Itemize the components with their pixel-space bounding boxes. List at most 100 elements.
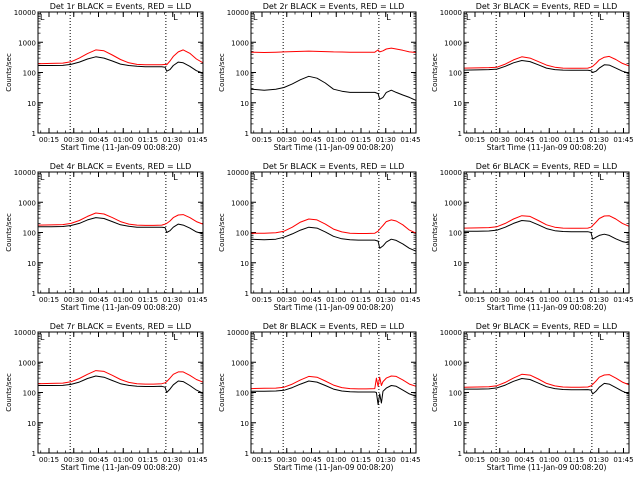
panel-det-4: Det 4r BLACK = Events, RED = LLD 1 10 100 10… bbox=[5, 162, 208, 312]
series-events-line bbox=[251, 380, 416, 405]
series-lld-line bbox=[38, 212, 203, 226]
x-tick-label: 01:30 bbox=[589, 136, 609, 144]
x-tick-label: 01:15 bbox=[564, 296, 584, 304]
y-tick-label: 1000 bbox=[444, 199, 462, 207]
x-tick-label: 01:00 bbox=[113, 296, 133, 304]
x-tick-label: 01:30 bbox=[163, 136, 183, 144]
series-events-line bbox=[251, 226, 416, 252]
flag-marker-left: L bbox=[253, 173, 258, 182]
x-tick-label: 00:45 bbox=[514, 296, 534, 304]
plot-frame bbox=[37, 11, 204, 134]
y-tick-label: 1 bbox=[245, 450, 249, 458]
x-tick-label: 01:15 bbox=[138, 456, 158, 464]
flag-marker-left: L bbox=[253, 333, 258, 342]
y-tick-label: 10 bbox=[453, 260, 462, 268]
x-tick-label: 01:30 bbox=[376, 136, 396, 144]
x-tick-label: 00:45 bbox=[301, 136, 321, 144]
plot-frame bbox=[250, 11, 417, 134]
panel-det-6: Det 6r BLACK = Events, RED = LLD 1 10 100 10… bbox=[431, 162, 634, 312]
y-axis-label: Counts/sec bbox=[5, 213, 13, 252]
y-tick-label: 10000 bbox=[440, 9, 462, 17]
y-tick-label: 10 bbox=[453, 100, 462, 108]
panel-title: Det 6r BLACK = Events, RED = LLD bbox=[476, 162, 618, 171]
y-tick-label: 1000 bbox=[18, 199, 36, 207]
plot-frame bbox=[463, 331, 630, 454]
y-tick-label: 10000 bbox=[14, 9, 36, 17]
y-tick-label: 10 bbox=[240, 260, 249, 268]
y-tick-label: 100 bbox=[23, 230, 36, 238]
flag-marker: L bbox=[386, 13, 391, 22]
flag-marker-left: L bbox=[253, 13, 258, 22]
series-lld-line bbox=[251, 218, 416, 234]
x-axis-label: Start Time (11-Jan-09 00:08:20) bbox=[61, 463, 181, 472]
x-axis-label: Start Time (11-Jan-09 00:08:20) bbox=[487, 303, 607, 312]
plot-frame bbox=[37, 171, 204, 294]
series-events-line bbox=[38, 217, 203, 235]
x-tick-label: 00:30 bbox=[490, 136, 510, 144]
x-tick-label: 00:45 bbox=[88, 296, 108, 304]
flag-marker-left: L bbox=[40, 13, 45, 22]
y-tick-label: 10 bbox=[27, 260, 36, 268]
y-tick-label: 10000 bbox=[227, 329, 249, 337]
panel-det-1: Det 1r BLACK = Events, RED = LLD 1 10 100 10… bbox=[5, 2, 208, 152]
plot-frame bbox=[463, 171, 630, 294]
x-tick-label: 01:30 bbox=[589, 296, 609, 304]
flag-marker: L bbox=[173, 13, 178, 22]
y-axis-label: Counts/sec bbox=[218, 373, 226, 412]
x-tick-label: 01:00 bbox=[539, 456, 559, 464]
series-events-line bbox=[38, 56, 203, 74]
x-tick-label: 01:45 bbox=[400, 456, 420, 464]
x-tick-label: 01:45 bbox=[187, 136, 207, 144]
x-tick-label: 00:30 bbox=[490, 456, 510, 464]
x-tick-label: 01:30 bbox=[163, 296, 183, 304]
y-tick-label: 100 bbox=[449, 70, 462, 78]
x-tick-label: 01:45 bbox=[613, 136, 633, 144]
series-lld-line bbox=[464, 215, 629, 229]
plot-frame bbox=[250, 331, 417, 454]
flag-marker: L bbox=[599, 173, 604, 182]
series-lld-line bbox=[464, 55, 629, 69]
x-axis-label: Start Time (11-Jan-09 00:08:20) bbox=[274, 463, 394, 472]
x-tick-label: 00:30 bbox=[64, 296, 84, 304]
flag-marker-left: L bbox=[40, 333, 45, 342]
y-tick-label: 1 bbox=[458, 130, 462, 138]
x-tick-label: 01:30 bbox=[376, 456, 396, 464]
series-lld-line bbox=[38, 370, 203, 385]
y-tick-label: 10 bbox=[453, 420, 462, 428]
x-tick-label: 00:30 bbox=[277, 136, 297, 144]
y-axis-label: Counts/sec bbox=[218, 53, 226, 92]
flag-marker-left: L bbox=[40, 173, 45, 182]
x-tick-label: 00:15 bbox=[252, 296, 272, 304]
panel-title: Det 1r BLACK = Events, RED = LLD bbox=[50, 2, 192, 11]
plot-frame bbox=[463, 11, 630, 134]
flag-marker: L bbox=[386, 173, 391, 182]
panel-det-3: Det 3r BLACK = Events, RED = LLD 1 10 100 10… bbox=[431, 2, 634, 152]
plot-frame bbox=[37, 331, 204, 454]
x-tick-label: 01:45 bbox=[613, 296, 633, 304]
series-events-line bbox=[464, 378, 629, 395]
x-tick-label: 00:30 bbox=[277, 456, 297, 464]
x-tick-label: 01:00 bbox=[113, 456, 133, 464]
x-tick-label: 01:15 bbox=[138, 296, 158, 304]
panel-title: Det 3r BLACK = Events, RED = LLD bbox=[476, 2, 618, 11]
y-tick-label: 10000 bbox=[14, 329, 36, 337]
y-axis-label: Counts/sec bbox=[431, 213, 439, 252]
y-tick-label: 100 bbox=[23, 70, 36, 78]
x-tick-label: 00:15 bbox=[465, 136, 485, 144]
y-tick-label: 1 bbox=[32, 450, 36, 458]
y-axis-label: Counts/sec bbox=[431, 53, 439, 92]
y-tick-label: 10000 bbox=[227, 169, 249, 177]
x-tick-label: 01:15 bbox=[138, 136, 158, 144]
y-tick-label: 10000 bbox=[440, 169, 462, 177]
x-tick-label: 01:30 bbox=[376, 296, 396, 304]
x-tick-label: 01:00 bbox=[326, 296, 346, 304]
series-lld-line bbox=[251, 375, 416, 390]
x-tick-label: 01:30 bbox=[589, 456, 609, 464]
series-lld-line bbox=[38, 49, 203, 66]
x-axis-label: Start Time (11-Jan-09 00:08:20) bbox=[61, 143, 181, 152]
x-tick-label: 01:00 bbox=[326, 456, 346, 464]
y-axis-label: Counts/sec bbox=[5, 373, 13, 412]
x-tick-label: 01:30 bbox=[163, 456, 183, 464]
x-tick-label: 01:15 bbox=[351, 136, 371, 144]
y-tick-label: 10000 bbox=[227, 9, 249, 17]
